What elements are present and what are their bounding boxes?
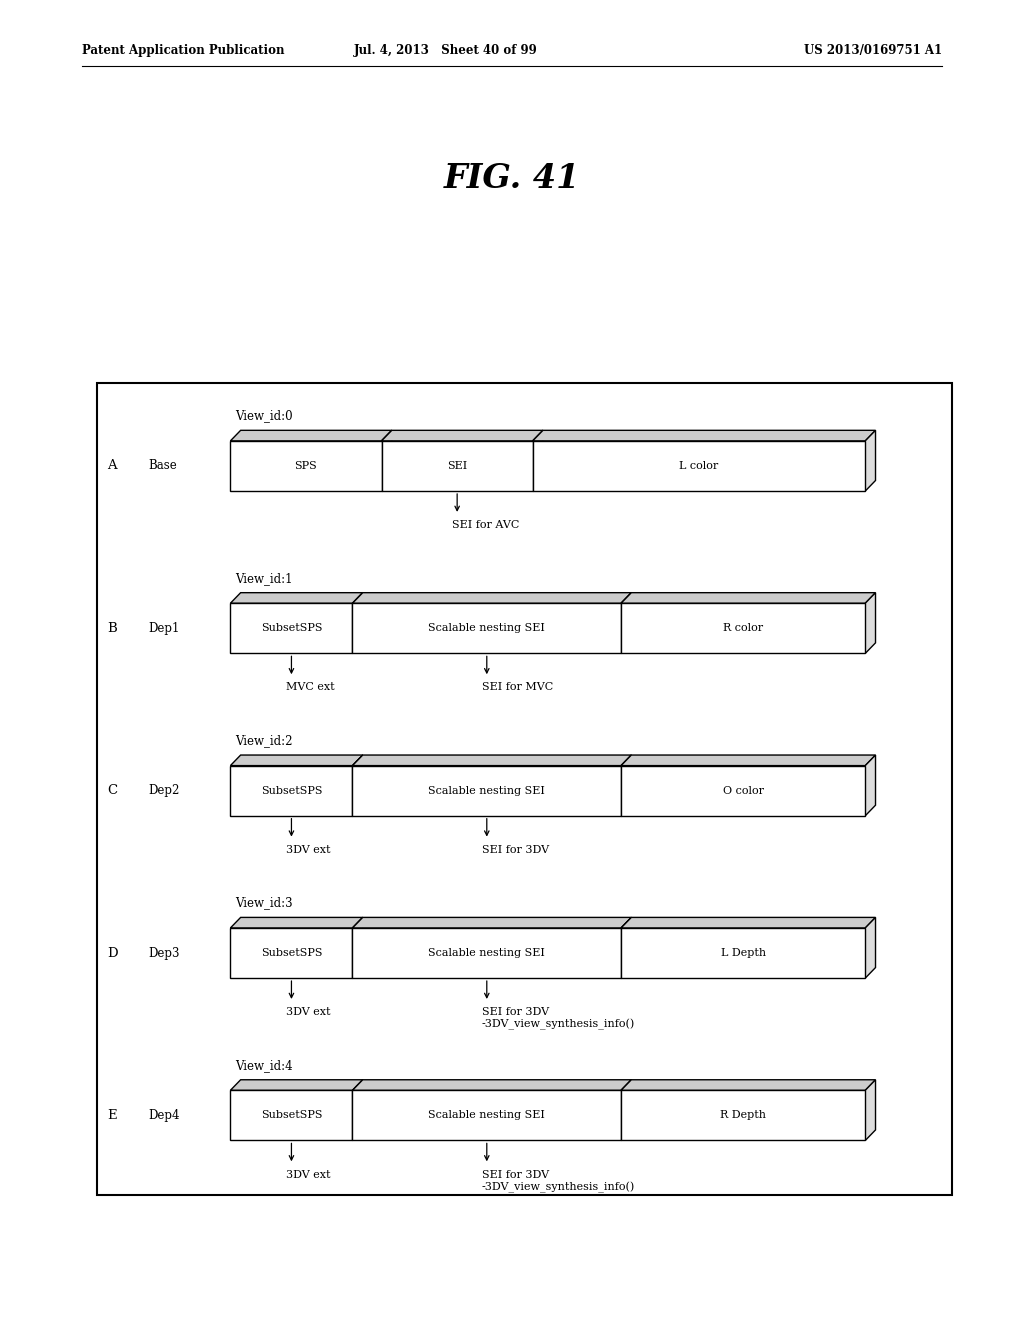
- Polygon shape: [622, 593, 876, 603]
- Polygon shape: [622, 1080, 632, 1140]
- Polygon shape: [382, 430, 543, 441]
- Text: SubsetSPS: SubsetSPS: [261, 1110, 323, 1121]
- Text: O color: O color: [723, 785, 764, 796]
- Text: Scalable nesting SEI: Scalable nesting SEI: [428, 785, 545, 796]
- Polygon shape: [622, 755, 876, 766]
- Bar: [532, 441, 865, 491]
- Polygon shape: [352, 917, 362, 978]
- Polygon shape: [622, 1080, 876, 1090]
- Bar: [352, 1090, 622, 1140]
- Polygon shape: [230, 917, 362, 928]
- Polygon shape: [382, 430, 392, 491]
- Text: C: C: [108, 784, 118, 797]
- Polygon shape: [352, 755, 632, 766]
- Text: View_id:0: View_id:0: [236, 409, 293, 422]
- Bar: [382, 441, 532, 491]
- Polygon shape: [865, 593, 876, 653]
- Bar: [622, 1090, 865, 1140]
- Text: Dep1: Dep1: [148, 622, 180, 635]
- Text: View_id:3: View_id:3: [236, 896, 293, 909]
- Text: Dep3: Dep3: [148, 946, 180, 960]
- Bar: [230, 1090, 352, 1140]
- Bar: [230, 766, 352, 816]
- Polygon shape: [865, 430, 876, 491]
- Text: MVC ext: MVC ext: [287, 682, 335, 693]
- Polygon shape: [622, 755, 632, 816]
- Text: FIG. 41: FIG. 41: [443, 162, 581, 195]
- Text: Scalable nesting SEI: Scalable nesting SEI: [428, 623, 545, 634]
- Polygon shape: [622, 917, 876, 928]
- Polygon shape: [352, 593, 362, 653]
- Text: L Depth: L Depth: [721, 948, 766, 958]
- Text: SEI for 3DV
-3DV_view_synthesis_info(): SEI for 3DV -3DV_view_synthesis_info(): [481, 1170, 635, 1192]
- Text: SubsetSPS: SubsetSPS: [261, 948, 323, 958]
- Bar: [352, 928, 622, 978]
- Text: SPS: SPS: [295, 461, 317, 471]
- Bar: [352, 603, 622, 653]
- Text: Dep4: Dep4: [148, 1109, 180, 1122]
- Bar: [622, 603, 865, 653]
- Text: SEI for MVC: SEI for MVC: [481, 682, 553, 693]
- Polygon shape: [352, 755, 362, 816]
- Polygon shape: [230, 430, 392, 441]
- Polygon shape: [230, 1080, 362, 1090]
- Text: Scalable nesting SEI: Scalable nesting SEI: [428, 1110, 545, 1121]
- Polygon shape: [532, 430, 543, 491]
- Text: 3DV ext: 3DV ext: [287, 1170, 331, 1180]
- Text: SEI: SEI: [447, 461, 467, 471]
- Text: D: D: [108, 946, 118, 960]
- Polygon shape: [865, 917, 876, 978]
- Polygon shape: [352, 1080, 632, 1090]
- Bar: [352, 766, 622, 816]
- Text: A: A: [108, 459, 117, 473]
- Text: US 2013/0169751 A1: US 2013/0169751 A1: [804, 44, 942, 57]
- Text: Scalable nesting SEI: Scalable nesting SEI: [428, 948, 545, 958]
- Bar: [230, 441, 382, 491]
- Text: SEI for 3DV: SEI for 3DV: [481, 845, 549, 855]
- Polygon shape: [532, 430, 876, 441]
- Text: E: E: [108, 1109, 117, 1122]
- Polygon shape: [352, 593, 632, 603]
- Polygon shape: [622, 917, 632, 978]
- Text: R Depth: R Depth: [720, 1110, 766, 1121]
- Text: R color: R color: [723, 623, 763, 634]
- Text: Jul. 4, 2013   Sheet 40 of 99: Jul. 4, 2013 Sheet 40 of 99: [353, 44, 538, 57]
- Polygon shape: [230, 593, 362, 603]
- Text: View_id:1: View_id:1: [236, 572, 293, 585]
- Text: 3DV ext: 3DV ext: [287, 845, 331, 855]
- Text: Patent Application Publication: Patent Application Publication: [82, 44, 285, 57]
- Polygon shape: [230, 755, 362, 766]
- Text: View_id:2: View_id:2: [236, 734, 293, 747]
- Text: SEI for 3DV
-3DV_view_synthesis_info(): SEI for 3DV -3DV_view_synthesis_info(): [481, 1007, 635, 1030]
- Bar: [230, 603, 352, 653]
- Polygon shape: [622, 593, 632, 653]
- Text: Base: Base: [148, 459, 177, 473]
- Text: 3DV ext: 3DV ext: [287, 1007, 331, 1018]
- Text: B: B: [108, 622, 118, 635]
- Bar: [230, 928, 352, 978]
- Text: Dep2: Dep2: [148, 784, 180, 797]
- Polygon shape: [352, 1080, 362, 1140]
- Polygon shape: [865, 755, 876, 816]
- Text: View_id:4: View_id:4: [236, 1059, 293, 1072]
- Text: L color: L color: [679, 461, 719, 471]
- Text: SubsetSPS: SubsetSPS: [261, 623, 323, 634]
- Polygon shape: [352, 917, 632, 928]
- Bar: [622, 766, 865, 816]
- Polygon shape: [865, 1080, 876, 1140]
- Text: SubsetSPS: SubsetSPS: [261, 785, 323, 796]
- Bar: [97, 383, 952, 1195]
- Text: SEI for AVC: SEI for AVC: [452, 520, 519, 531]
- Bar: [622, 928, 865, 978]
